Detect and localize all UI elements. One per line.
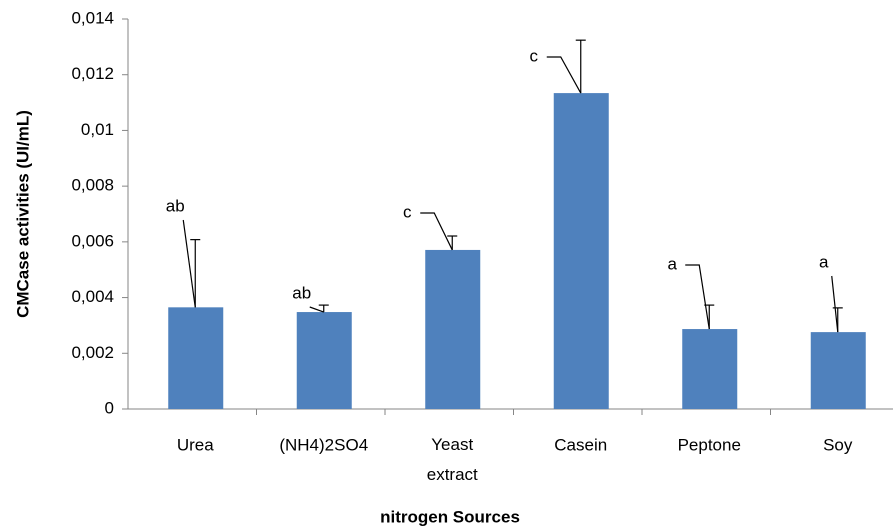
bar — [296, 312, 352, 409]
y-axis-title: CMCase activities (UI/mL) — [13, 110, 32, 318]
y-tick-label: 0,004 — [71, 287, 114, 306]
annotation: ab — [292, 283, 311, 302]
y-tick-label: 0,006 — [71, 231, 114, 250]
x-axis-title: nitrogen Sources — [380, 507, 520, 526]
annotation-leader — [309, 306, 324, 313]
y-tick-label: 0 — [105, 398, 114, 417]
x-tick-label: Soy — [823, 435, 853, 454]
annotation-leader — [182, 219, 196, 308]
annotation: a — [819, 252, 829, 271]
annotation: a — [668, 254, 678, 273]
annotation: ab — [166, 196, 185, 215]
y-tick-label: 0,002 — [71, 343, 114, 362]
x-tick-label: Yeast extract — [427, 435, 478, 484]
bar — [810, 332, 866, 409]
annotation-leader — [546, 56, 582, 94]
x-tick-label: Urea — [177, 435, 214, 454]
annotation: c — [403, 202, 412, 221]
bar — [425, 249, 481, 409]
y-tick-label: 0,01 — [81, 120, 114, 139]
annotation-leader — [685, 264, 710, 330]
x-tick-label: Peptone — [678, 435, 741, 454]
y-tick-label: 0,014 — [71, 8, 114, 27]
annotation-leader — [831, 275, 839, 333]
bar — [682, 329, 738, 409]
annotation-leader — [420, 212, 453, 251]
x-tick-label: Casein — [554, 435, 607, 454]
x-tick-label: (NH4)2SO4 — [279, 435, 368, 454]
y-tick-label: 0,008 — [71, 176, 114, 195]
annotation: c — [530, 46, 539, 65]
bar — [553, 93, 609, 409]
bar — [168, 307, 224, 409]
y-tick-label: 0,012 — [71, 64, 114, 83]
